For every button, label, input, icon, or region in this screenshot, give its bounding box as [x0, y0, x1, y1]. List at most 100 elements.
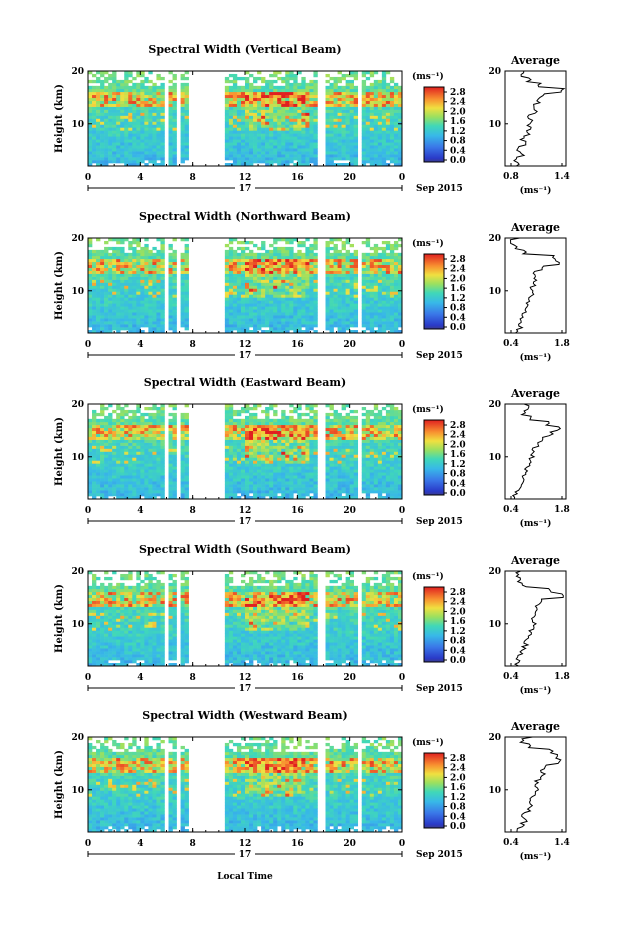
heatmap-cell [144, 136, 149, 140]
heatmap-cell [249, 97, 254, 101]
heatmap-cell [152, 291, 157, 295]
heatmap-cell [168, 285, 173, 289]
heatmap-cell [232, 445, 238, 449]
heatmap-cell [249, 291, 254, 295]
heatmap-cell [345, 267, 350, 271]
heatmap-cell [333, 315, 338, 319]
heatmap-cell [385, 288, 391, 292]
heatmap-cell [377, 291, 383, 295]
heatmap-cell [128, 142, 133, 146]
heatmap-cell [236, 457, 242, 461]
heatmap-cell [88, 130, 93, 134]
heatmap-cell [261, 457, 266, 461]
heatmap-cell [148, 451, 153, 455]
heatmap-cell [168, 252, 173, 257]
heatmap-cell [172, 112, 177, 116]
heatmap-cell [180, 85, 185, 90]
heatmap-cell [381, 139, 387, 143]
heatmap-cell [172, 160, 177, 164]
heatmap-cell [152, 124, 157, 128]
heatmap-cell [128, 79, 133, 84]
heatmap-cell [253, 79, 258, 84]
heatmap-cell [297, 133, 302, 137]
heatmap-cell [281, 276, 286, 280]
heatmap-cell [361, 294, 367, 298]
heatmap-cell [156, 445, 161, 449]
heatmap-cell [305, 282, 310, 286]
heatmap-cell [116, 415, 121, 420]
heatmap-cell [261, 100, 266, 104]
heatmap-cell [92, 291, 97, 295]
heatmap-cell [361, 109, 367, 113]
heatmap-cell [152, 282, 157, 286]
heatmap-cell [349, 121, 354, 125]
heatmap-cell [281, 330, 286, 334]
heatmap-cell [257, 121, 262, 125]
heatmap-cell [389, 309, 395, 313]
heatmap-cell [277, 466, 282, 470]
heatmap-cell [261, 124, 266, 128]
heatmap-cell [112, 282, 117, 286]
heatmap-cell [240, 258, 246, 263]
heatmap-cell [341, 300, 346, 304]
heatmap-cell [245, 258, 250, 263]
heatmap-cell [301, 94, 306, 99]
heatmap-cell [144, 243, 149, 248]
heatmap-cell [232, 463, 238, 467]
heatmap-cell [269, 264, 274, 268]
heatmap-cell [116, 294, 121, 298]
heatmap-cell [377, 279, 383, 283]
heatmap-cell [345, 121, 350, 125]
heatmap-cell [148, 261, 153, 266]
heatmap-cell [281, 103, 286, 107]
heatmap-cell [228, 451, 234, 455]
heatmap-cell [124, 409, 129, 414]
heatmap-cell [124, 270, 129, 274]
heatmap-cell [96, 252, 101, 257]
heatmap-cell [281, 309, 286, 313]
heatmap-cell [269, 451, 274, 455]
heatmap-cell [236, 76, 242, 81]
heatmap-cell [249, 264, 254, 268]
heatmap-cell [172, 121, 177, 125]
heatmap-cell [156, 303, 161, 307]
heatmap-cell [224, 112, 230, 116]
heatmap-cell [385, 157, 391, 161]
heatmap-cell [249, 430, 254, 434]
heatmap-cell [128, 475, 133, 479]
heatmap-cell [289, 297, 294, 301]
heatmap-cell [381, 279, 387, 283]
profile-y-tick-label: 20 [488, 234, 501, 244]
heatmap-cell [144, 276, 149, 280]
heatmap-cell [385, 103, 391, 107]
heatmap-cell [253, 100, 258, 104]
heatmap-cell [132, 127, 137, 131]
heatmap-cell [228, 327, 234, 331]
heatmap-cell [136, 418, 141, 423]
heatmap-cell [108, 258, 113, 263]
heatmap-cell [124, 109, 129, 113]
heatmap-cell [92, 103, 97, 107]
heatmap-cell [305, 133, 310, 137]
heatmap-cell [88, 279, 93, 283]
heatmap-cell [269, 493, 274, 497]
heatmap-cell [236, 154, 242, 158]
heatmap-cell [369, 157, 375, 161]
heatmap-cell [269, 124, 274, 128]
heatmap-cell [232, 285, 238, 289]
heatmap-cell [144, 279, 149, 283]
heatmap-cell [309, 79, 314, 84]
heatmap-cell [172, 475, 177, 479]
heatmap-cell [341, 252, 346, 257]
heatmap-cell [140, 430, 145, 434]
heatmap-cell [100, 409, 105, 414]
heatmap-cell [345, 270, 350, 274]
heatmap-cell [172, 418, 177, 423]
heatmap-cell [144, 76, 149, 81]
heatmap-cell [257, 270, 262, 274]
heatmap-cell [228, 139, 234, 143]
heatmap-cell [261, 496, 266, 500]
heatmap-cell [236, 255, 242, 260]
heatmap-cell [309, 145, 314, 149]
heatmap-cell [305, 112, 310, 116]
